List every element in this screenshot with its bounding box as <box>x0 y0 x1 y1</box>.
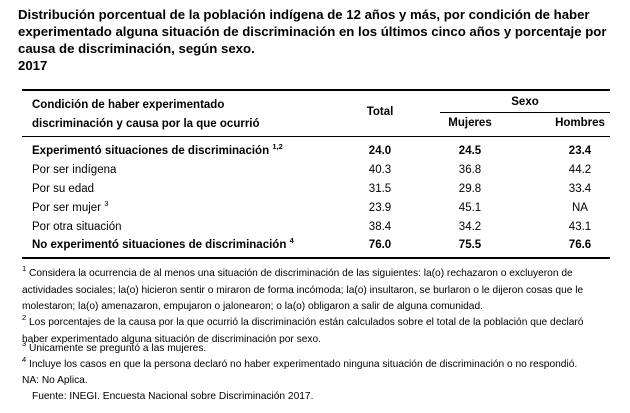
cell-value: 31.5 <box>368 183 392 195</box>
cell-value: 24.5 <box>458 145 482 157</box>
cell-value: NA <box>572 202 588 214</box>
column-men: Hombres <box>555 117 605 129</box>
cell-value: 76.0 <box>368 239 392 251</box>
title: Distribución porcentual de la población … <box>18 6 618 74</box>
na-note: NA: No Aplica. <box>22 375 88 386</box>
column-label: Condición de haber experimentado discrim… <box>32 99 260 130</box>
row-label-text: Por otra situación <box>32 221 122 233</box>
row-note: 1,2 <box>272 142 283 151</box>
row-label: Por otra situación <box>32 221 122 233</box>
row-label-text: Por su edad <box>32 183 95 195</box>
footnote-text: Considera la ocurrencia de al menos una … <box>22 268 584 312</box>
cell-value: 29.8 <box>458 183 482 195</box>
cell-value: 23.9 <box>368 202 392 214</box>
row-label-text: No experimentó situaciones de discrimina… <box>32 239 287 251</box>
table-bottom-rule <box>22 257 610 259</box>
cell-value: 40.3 <box>368 164 392 176</box>
cell-value: 76.6 <box>568 239 592 251</box>
cell-value: 33.4 <box>568 183 592 195</box>
footnote-mark: 4 <box>22 355 27 364</box>
source: Fuente: INEGI. Encuesta Nacional sobre D… <box>32 391 314 402</box>
cell-value: 75.5 <box>458 239 482 251</box>
column-total: Total <box>366 106 394 118</box>
cell-value: 45.1 <box>458 202 482 214</box>
header-rule <box>22 136 610 137</box>
cell-value: 36.8 <box>458 164 482 176</box>
cell-value: 23.4 <box>568 145 592 157</box>
row-label: Por ser indígena <box>32 164 116 176</box>
footnote-text: Los porcentajes de la causa por la que o… <box>22 317 584 345</box>
cell-value: 24.0 <box>368 145 392 157</box>
title-year: 2017 <box>18 58 48 73</box>
footnote-mark: 1 <box>22 264 27 273</box>
footnote-text: Incluye los casos en que la persona decl… <box>29 359 578 370</box>
footnote: 4 Incluye los casos en que la persona de… <box>22 355 610 374</box>
footnote: 2 Los porcentajes de la causa por la que… <box>22 313 610 348</box>
row-label: Experimentó situaciones de discriminació… <box>32 142 283 157</box>
cell-value: 44.2 <box>568 164 592 176</box>
footnote-text: Únicamente se preguntó a las mujeres. <box>29 343 207 354</box>
row-label: Por ser mujer 3 <box>32 199 109 214</box>
cell-value: 43.1 <box>568 221 592 233</box>
row-label: Por su edad <box>32 183 94 195</box>
row-label: No experimentó situaciones de discrimina… <box>32 236 294 251</box>
cell-value: 34.2 <box>458 221 482 233</box>
footnote: 3 Únicamente se preguntó a las mujeres. <box>22 339 610 358</box>
row-label-text: Por ser mujer <box>32 202 102 214</box>
footnote-mark: 2 <box>22 313 27 322</box>
column-women: Mujeres <box>448 117 492 129</box>
row-label-text: Experimentó situaciones de discriminació… <box>32 145 270 157</box>
row-note: 4 <box>289 236 294 245</box>
row-label-text: Por ser indígena <box>32 164 117 176</box>
cell-value: 38.4 <box>368 221 392 233</box>
title-text: Distribución porcentual de la población … <box>18 7 607 56</box>
footnote: 1 Considera la ocurrencia de al menos un… <box>22 264 610 316</box>
footnote-mark: 3 <box>22 339 27 348</box>
row-note: 3 <box>104 199 109 208</box>
group-rule <box>440 112 610 113</box>
table-top-rule <box>22 89 610 91</box>
column-group: Sexo <box>511 96 539 108</box>
